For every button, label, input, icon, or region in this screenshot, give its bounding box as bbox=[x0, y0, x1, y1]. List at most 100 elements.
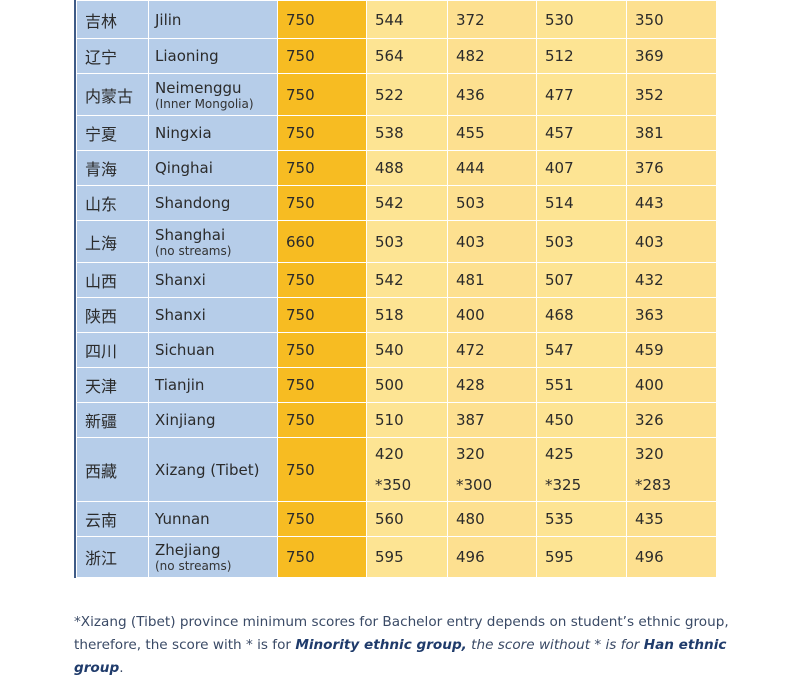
total-score: 750 bbox=[277, 73, 367, 116]
province-name-en: Neimenggu (Inner Mongolia) bbox=[148, 73, 278, 116]
score-cell: 369 bbox=[626, 38, 717, 74]
province-name-en-label: Neimenggu bbox=[155, 78, 242, 97]
province-name-en: Xinjiang bbox=[148, 402, 278, 438]
han-score: 320 bbox=[456, 444, 485, 463]
score-cell: 507 bbox=[536, 262, 627, 298]
score-cell: 436 bbox=[447, 73, 537, 116]
score-cell: 381 bbox=[626, 115, 717, 151]
table-row: 新疆 Xinjiang 750 510 387 450 326 bbox=[76, 402, 717, 438]
score-cell: 435 bbox=[626, 501, 717, 537]
province-name-en-label: Zhejiang bbox=[155, 541, 221, 559]
total-score: 750 bbox=[277, 0, 367, 39]
province-name-en: Ningxia bbox=[148, 115, 278, 151]
province-name-en: Shanxi bbox=[148, 262, 278, 298]
score-cell: 530 bbox=[536, 0, 627, 39]
province-name-cn: 山西 bbox=[76, 262, 149, 298]
minority-score: *283 bbox=[635, 475, 672, 494]
han-score: 420 bbox=[375, 444, 404, 463]
table-row: 青海 Qinghai 750 488 444 407 376 bbox=[76, 150, 717, 186]
han-score: 320 bbox=[635, 444, 664, 463]
score-cell: 538 bbox=[366, 115, 448, 151]
province-name-cn: 四川 bbox=[76, 332, 149, 368]
table-row: 宁夏 Ningxia 750 538 455 457 381 bbox=[76, 115, 717, 151]
province-name-en: Tianjin bbox=[148, 367, 278, 403]
province-name-en-label: Jilin bbox=[155, 10, 182, 29]
score-cell: 450 bbox=[536, 402, 627, 438]
province-name-en-label: Xinjiang bbox=[155, 411, 216, 429]
footnote: *Xizang (Tibet) province minimum scores … bbox=[74, 611, 734, 680]
han-score: 425 bbox=[545, 444, 574, 463]
score-cell: 432 bbox=[626, 262, 717, 298]
province-name-cn: 云南 bbox=[76, 501, 149, 537]
score-cell: 455 bbox=[447, 115, 537, 151]
score-cell: 500 bbox=[366, 367, 448, 403]
province-name-en: Zhejiang (no streams) bbox=[148, 536, 278, 578]
province-name-en: Yunnan bbox=[148, 501, 278, 537]
score-cell: 564 bbox=[366, 38, 448, 74]
province-note: (Inner Mongolia) bbox=[155, 96, 254, 111]
score-cell: 551 bbox=[536, 367, 627, 403]
province-name-en: Shanghai (no streams) bbox=[148, 220, 278, 263]
footnote-han-label: Han ethnic group bbox=[74, 637, 727, 676]
minority-score: *300 bbox=[456, 475, 493, 494]
total-score: 750 bbox=[277, 115, 367, 151]
footnote-text-3: . bbox=[119, 660, 124, 676]
total-score: 750 bbox=[277, 38, 367, 74]
table-row: 山西 Shanxi 750 542 481 507 432 bbox=[76, 262, 717, 298]
score-cell: 407 bbox=[536, 150, 627, 186]
score-cell: 544 bbox=[366, 0, 448, 39]
score-cell: 363 bbox=[626, 297, 717, 333]
score-cell: 503 bbox=[447, 185, 537, 221]
score-cell: 403 bbox=[447, 220, 537, 263]
province-name-cn: 青海 bbox=[76, 150, 149, 186]
table-row: 天津 Tianjin 750 500 428 551 400 bbox=[76, 367, 717, 403]
score-cell: 496 bbox=[626, 536, 717, 578]
score-cell: 400 bbox=[447, 297, 537, 333]
score-cell: 496 bbox=[447, 536, 537, 578]
province-name-cn: 宁夏 bbox=[76, 115, 149, 151]
score-cell: 459 bbox=[626, 332, 717, 368]
score-cell: 372 bbox=[447, 0, 537, 39]
province-note: (no streams) bbox=[155, 243, 232, 258]
total-score: 750 bbox=[277, 437, 367, 502]
score-cell: 376 bbox=[626, 150, 717, 186]
score-cell: 488 bbox=[366, 150, 448, 186]
total-score: 750 bbox=[277, 185, 367, 221]
score-cell: 542 bbox=[366, 262, 448, 298]
footnote-text-2: the score without * is for bbox=[466, 637, 644, 653]
score-cell: 512 bbox=[536, 38, 627, 74]
score-cell: 425 *325 bbox=[536, 437, 627, 502]
score-cell: 540 bbox=[366, 332, 448, 368]
score-cell: 547 bbox=[536, 332, 627, 368]
province-name-cn: 上海 bbox=[76, 220, 149, 263]
province-name-en: Jilin bbox=[148, 0, 278, 39]
score-cell: 320 *283 bbox=[626, 437, 717, 502]
total-score: 750 bbox=[277, 402, 367, 438]
score-cell: 428 bbox=[447, 367, 537, 403]
province-name-en: Qinghai bbox=[148, 150, 278, 186]
score-cell: 595 bbox=[366, 536, 448, 578]
province-name-cn: 西藏 bbox=[76, 437, 149, 502]
province-name-en-label: Shanxi bbox=[155, 271, 206, 289]
score-cell: 595 bbox=[536, 536, 627, 578]
score-cell: 444 bbox=[447, 150, 537, 186]
province-name-cn: 辽宁 bbox=[76, 38, 149, 74]
score-cell: 326 bbox=[626, 402, 717, 438]
score-cell: 468 bbox=[536, 297, 627, 333]
province-name-en: Xizang (Tibet) bbox=[148, 437, 278, 502]
province-name-en-label: Sichuan bbox=[155, 341, 215, 359]
minority-score: *325 bbox=[545, 475, 582, 494]
score-cell: 514 bbox=[536, 185, 627, 221]
table-row-tibet: 西藏 Xizang (Tibet) 750 420 *350 320 *300 425 *325… bbox=[76, 437, 717, 502]
score-table-frame: 吉林 Jilin 750 544 372 530 350 辽宁 Liaoning 750 564 48… bbox=[74, 0, 717, 578]
province-name-en-label: Shanxi bbox=[155, 306, 206, 324]
table-row: 浙江 Zhejiang (no streams) 750 595 496 595 496 bbox=[76, 536, 717, 578]
province-name-en-label: Shandong bbox=[155, 194, 231, 212]
province-name-cn: 陕西 bbox=[76, 297, 149, 333]
score-table: 吉林 Jilin 750 544 372 530 350 辽宁 Liaoning 750 564 48… bbox=[76, 0, 717, 578]
province-name-cn: 内蒙古 bbox=[76, 73, 149, 116]
score-cell: 443 bbox=[626, 185, 717, 221]
score-cell: 510 bbox=[366, 402, 448, 438]
province-name-en: Shandong bbox=[148, 185, 278, 221]
province-name-en-label: Shanghai bbox=[155, 225, 226, 244]
